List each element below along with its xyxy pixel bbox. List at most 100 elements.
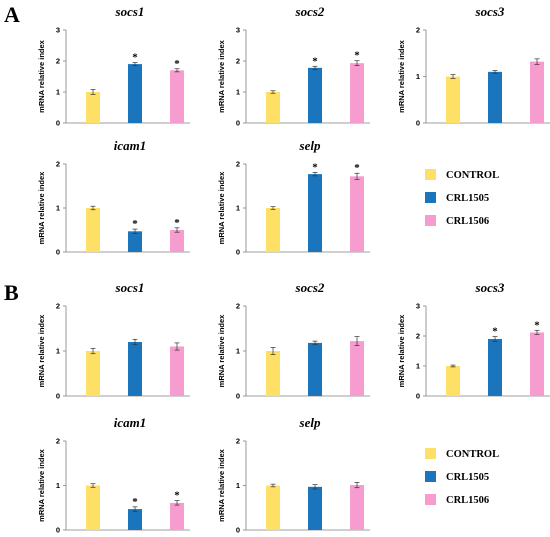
chart-b-selp-y-tick-label: 1 — [236, 481, 240, 490]
chart-a-socs2-error-bar — [312, 65, 318, 70]
chart-a-selp-y-tick-label: 2 — [236, 160, 240, 169]
legend-label-crl1505: CRL1505 — [446, 472, 489, 483]
legend-a: CONTROL CRL1505 CRL1506 — [425, 169, 499, 227]
legends-layer: CONTROL CRL1505 CRL1506 CONTROL CRL1505 CRL15… — [425, 169, 499, 506]
chart-a-socs1-significance-star: * — [174, 58, 180, 70]
legend-label-crl1505: CRL1505 — [446, 193, 489, 204]
chart-b-socs1-error-bar — [90, 347, 96, 355]
chart-a-icam1: icam1 mRNA relative index 0 1 2 * * — [37, 138, 190, 257]
chart-b-selp-y-tick-label: 0 — [236, 526, 240, 535]
chart-a-socs2: socs2 mRNA relative index 0 1 2 3 * * — [217, 4, 370, 128]
chart-b-socs3-significance-star: * — [492, 326, 498, 338]
chart-b-socs2-y-tick-label: 0 — [236, 392, 240, 401]
chart-a-socs2-y-tick-label: 0 — [236, 119, 240, 128]
chart-b-icam1-bar-crl1506 — [170, 502, 184, 530]
chart-b-socs1-error-bar — [174, 342, 180, 351]
chart-b-socs2-bar-crl1505 — [308, 342, 322, 396]
chart-a-socs2-bar-crl1505 — [308, 67, 322, 123]
chart-b-socs1-y-axis-label: mRNA relative index — [37, 314, 46, 387]
chart-a-icam1-y-axis-label: mRNA relative index — [37, 171, 46, 244]
chart-b-socs1-title: socs1 — [115, 280, 145, 295]
chart-b-socs2-bar-control — [266, 351, 280, 396]
chart-b-socs2-y-axis-label: mRNA relative index — [217, 314, 226, 387]
chart-b-icam1-significance-star: * — [174, 490, 180, 502]
chart-a-icam1-bar-control — [86, 208, 100, 252]
legend-swatch-control — [425, 169, 436, 180]
chart-a-socs1-bar-crl1505 — [128, 64, 142, 123]
chart-a-socs3-error-bar — [450, 74, 456, 79]
chart-b-socs3-bar-crl1505 — [488, 339, 502, 396]
chart-b-icam1-error-bar — [174, 500, 180, 506]
chart-a-selp-bar-crl1506 — [350, 176, 364, 252]
chart-a-selp-y-axis-label: mRNA relative index — [217, 171, 226, 244]
legend-label-control: CONTROL — [446, 170, 499, 181]
chart-a-selp-significance-star: * — [354, 162, 360, 174]
panel-letter-a: A — [4, 2, 20, 27]
chart-a-selp-error-bar — [312, 172, 318, 177]
chart-a-socs2-y-tick-label: 1 — [236, 88, 240, 97]
chart-b-socs3-significance-star: * — [534, 319, 540, 331]
chart-b-socs2-bar-crl1506 — [350, 341, 364, 396]
chart-a-socs2-bar-control — [266, 92, 280, 123]
chart-a-socs3-y-tick-label: 1 — [416, 72, 420, 81]
chart-b-socs3-error-bar — [492, 336, 498, 342]
chart-a-selp-error-bar — [354, 172, 360, 180]
chart-a-socs1-error-bar — [132, 62, 138, 67]
legend-label-control: CONTROL — [446, 449, 499, 460]
legend-swatch-crl1506 — [425, 215, 436, 226]
chart-b-socs2-error-bar — [354, 336, 360, 346]
charts-layer: socs1 mRNA relative index 0 1 2 3 * * socs2 mRNA … — [37, 4, 550, 535]
chart-a-icam1-error-bar — [90, 205, 96, 211]
chart-b-socs1-bar-crl1506 — [170, 346, 184, 396]
chart-b-socs3-y-axis-label: mRNA relative index — [397, 314, 406, 387]
chart-a-socs1-y-tick-label: 0 — [56, 119, 60, 128]
chart-a-socs2-y-axis-label: mRNA relative index — [217, 39, 226, 112]
chart-b-socs1-bar-crl1505 — [128, 342, 142, 396]
chart-a-icam1-error-bar — [132, 228, 138, 234]
chart-b-socs3-y-tick-label: 2 — [416, 332, 420, 341]
chart-a-socs3-y-tick-label: 2 — [416, 26, 420, 35]
chart-a-socs2-error-bar — [354, 60, 360, 67]
chart-a-socs3-error-bar — [492, 70, 498, 74]
panel-letter-b: B — [4, 280, 19, 305]
legend-swatch-crl1506 — [425, 494, 436, 505]
chart-b-selp-bar-crl1506 — [350, 485, 364, 530]
chart-b-socs1-bar-control — [86, 351, 100, 396]
chart-a-socs3-bar-crl1506 — [530, 61, 544, 123]
chart-a-socs2-error-bar — [270, 90, 276, 94]
chart-a-socs3-y-tick-label: 0 — [416, 119, 420, 128]
chart-a-icam1-bar-crl1506 — [170, 230, 184, 252]
chart-a-socs3: socs3 mRNA relative index 0 1 2 — [397, 4, 550, 128]
chart-b-icam1: icam1 mRNA relative index 0 1 2 * * — [37, 415, 190, 535]
legend-label-crl1506: CRL1506 — [446, 216, 489, 227]
chart-a-selp-y-tick-label: 1 — [236, 204, 240, 213]
chart-a-socs1-y-tick-label: 3 — [56, 26, 60, 35]
chart-b-socs3-title: socs3 — [475, 280, 505, 295]
chart-a-socs1-y-tick-label: 2 — [56, 57, 60, 66]
chart-a-socs2-y-tick-label: 2 — [236, 57, 240, 66]
chart-b-socs2-y-tick-label: 2 — [236, 302, 240, 311]
chart-a-socs2-significance-star: * — [354, 50, 360, 62]
chart-b-selp-y-axis-label: mRNA relative index — [217, 448, 226, 521]
chart-a-icam1-title: icam1 — [114, 138, 147, 153]
chart-a-socs3-y-axis-label: mRNA relative index — [397, 39, 406, 112]
chart-a-selp-error-bar — [270, 206, 276, 210]
chart-b-selp-bar-crl1505 — [308, 486, 322, 530]
chart-a-icam1-y-tick-label: 2 — [56, 160, 60, 169]
chart-a-selp-y-tick-label: 0 — [236, 248, 240, 257]
chart-a-socs2-significance-star: * — [312, 55, 318, 67]
chart-b-icam1-y-tick-label: 2 — [56, 437, 60, 446]
chart-a-icam1-y-tick-label: 1 — [56, 204, 60, 213]
chart-b-icam1-y-tick-label: 0 — [56, 526, 60, 535]
chart-b-socs3-y-tick-label: 1 — [416, 362, 420, 371]
chart-b-icam1-title: icam1 — [114, 415, 147, 430]
chart-b-icam1-y-axis-label: mRNA relative index — [37, 448, 46, 521]
legend-swatch-crl1505 — [425, 471, 436, 482]
chart-b-icam1-y-tick-label: 1 — [56, 481, 60, 490]
chart-a-socs1-error-bar — [90, 89, 96, 95]
chart-b-socs3-y-tick-label: 0 — [416, 392, 420, 401]
chart-a-selp-title: selp — [299, 138, 321, 153]
chart-a-socs3-bar-control — [446, 76, 460, 123]
chart-b-socs1-y-tick-label: 0 — [56, 392, 60, 401]
